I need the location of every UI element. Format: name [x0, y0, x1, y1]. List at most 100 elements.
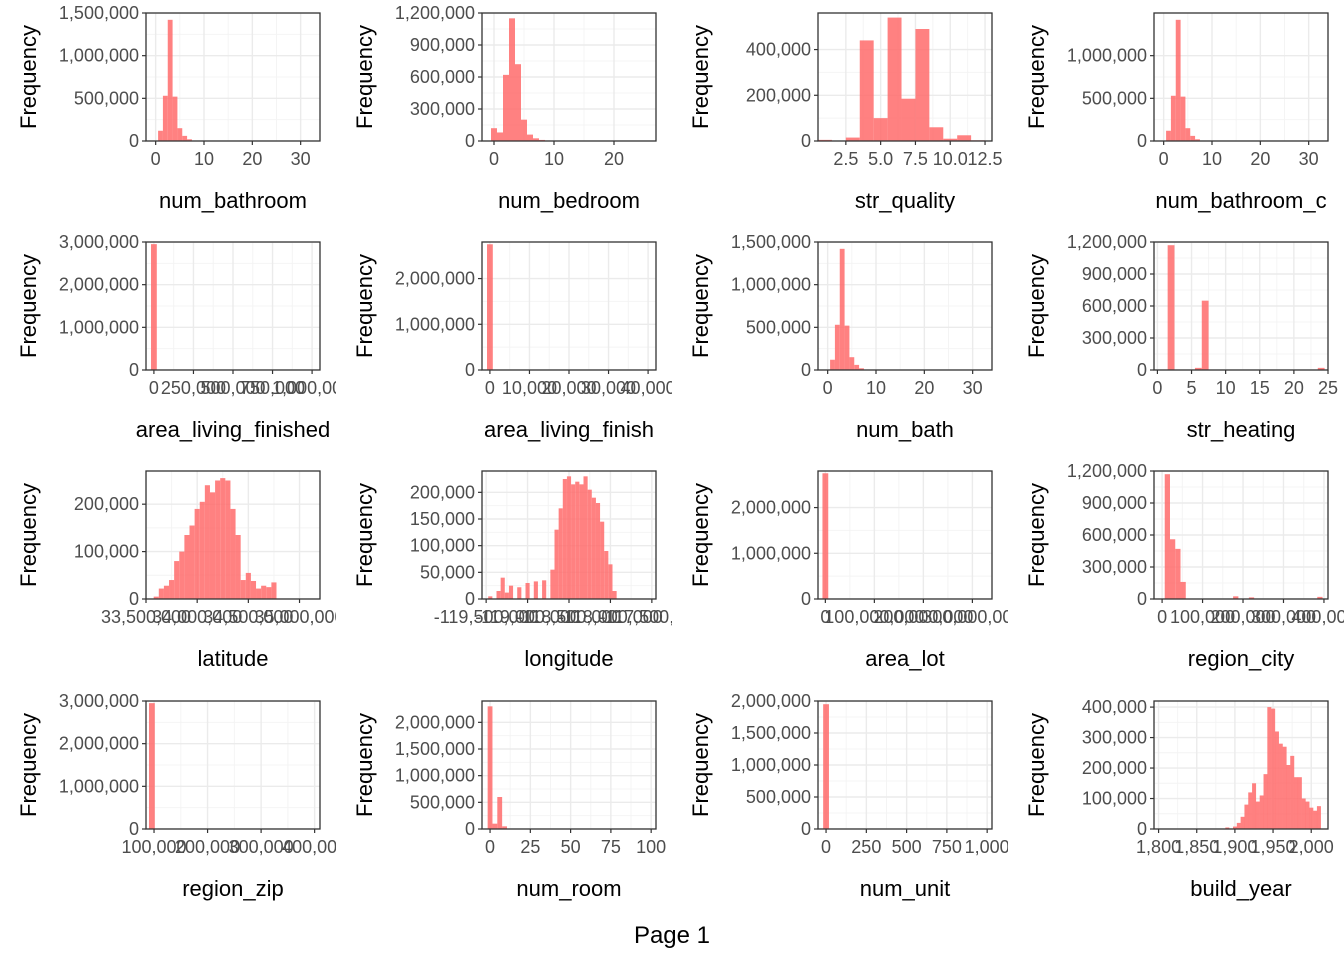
histogram-bar — [849, 357, 855, 370]
y-tick-label: 300,000 — [1082, 557, 1147, 577]
histogram-panel-num-bedroom: 0 300,000 600,000 900,000 1,200,000 0 10 20 num_… — [352, 3, 657, 213]
x-axis-title: longitude — [524, 646, 613, 671]
histogram-bar — [509, 18, 515, 141]
y-tick-label: 200,000 — [410, 482, 475, 502]
x-tick-label: 200,000 — [175, 837, 240, 857]
x-axis-title: num_bedroom — [498, 188, 640, 213]
x-axis-title: area_lot — [865, 646, 945, 671]
histogram-bar — [1167, 245, 1175, 370]
x-tick-label: 25 — [520, 837, 540, 857]
histogram-bar — [151, 244, 157, 370]
x-axis-title: num_bathroom_c — [1155, 188, 1326, 213]
y-tick-label: 1,500,000 — [731, 232, 811, 252]
x-tick-label: 1,850 — [1174, 837, 1219, 857]
histogram-panel-region-zip: 0 1,000,000 2,000,000 3,000,000 100,000200,0… — [16, 691, 336, 901]
y-tick-label: 1,000,000 — [731, 275, 811, 295]
y-tick-label: 500,000 — [74, 88, 139, 108]
histogram-panel-latitude: 0 100,000 200,000 33,500,00034,000,00034,50… — [16, 470, 336, 671]
x-tick-label: 33,500,000 — [101, 607, 191, 627]
histogram-panel-num-bathroom-c: 0 500,000 1,000,000 0 10 20 30 num_bathroom_c Fr… — [1024, 12, 1329, 213]
panel-border — [817, 241, 993, 371]
y-axis-title: Frequency — [1024, 713, 1049, 817]
y-tick-label: 2,000,000 — [395, 712, 475, 732]
histogram-bar — [1297, 777, 1302, 829]
histogram-bar — [182, 135, 188, 141]
histogram-bar — [215, 480, 221, 599]
y-tick-label: 1,500,000 — [395, 739, 475, 759]
y-tick-label: 2,000,000 — [395, 269, 475, 289]
histogram-bar — [834, 324, 840, 370]
x-tick-label: 100,000 — [121, 837, 186, 857]
histogram-bar — [503, 74, 509, 141]
histogram-bar — [220, 478, 226, 599]
y-tick-label: 1,200,000 — [395, 3, 475, 23]
y-tick-label: 0 — [801, 131, 811, 151]
y-tick-label: 1,000,000 — [59, 317, 139, 337]
x-tick-label: 10.0 — [933, 149, 968, 169]
y-tick-label: 50,000 — [420, 562, 475, 582]
histogram-bar — [562, 479, 567, 599]
histogram-bar — [209, 492, 216, 599]
histogram-bar — [887, 17, 902, 141]
y-tick-label: 200,000 — [74, 494, 139, 514]
y-tick-label: 100,000 — [74, 542, 139, 562]
histogram-bar — [148, 703, 155, 829]
x-tick-label: 0 — [1152, 378, 1162, 398]
x-tick-label: 300,000 — [1251, 607, 1316, 627]
histogram-bar — [845, 137, 860, 141]
histogram-bar — [608, 564, 613, 599]
x-tick-label: 0 — [1157, 607, 1167, 627]
histogram-bar — [158, 130, 163, 141]
x-tick-label: 5 — [1187, 378, 1197, 398]
y-tick-label: 150,000 — [410, 509, 475, 529]
histogram-panel-longitude: 0 50,000 100,000 150,000 200,000 -119,500,000… — [352, 470, 672, 671]
x-axis-title: latitude — [198, 646, 269, 671]
histogram-bar — [515, 64, 521, 141]
y-tick-label: 400,000 — [1082, 697, 1147, 717]
histogram-bar — [235, 535, 241, 599]
histogram-bar — [525, 583, 530, 599]
y-tick-label: 0 — [801, 360, 811, 380]
x-axis-title: region_zip — [182, 876, 284, 901]
y-tick-label: 1,200,000 — [1067, 461, 1147, 481]
histogram-bar — [566, 476, 572, 599]
histogram-bar — [844, 325, 850, 370]
histogram-bar — [550, 569, 555, 599]
histogram-bar — [521, 119, 527, 141]
x-tick-label: 500 — [892, 837, 922, 857]
y-axis-title: Frequency — [16, 25, 41, 129]
x-tick-label: 100 — [636, 837, 666, 857]
y-axis-title: Frequency — [1024, 25, 1049, 129]
y-tick-label: 500,000 — [1082, 88, 1147, 108]
y-tick-label: 0 — [1137, 819, 1147, 839]
x-tick-label: 0 — [485, 837, 495, 857]
histogram-bar — [194, 508, 200, 599]
y-tick-label: 200,000 — [746, 85, 811, 105]
x-tick-label: 0 — [149, 378, 159, 398]
histogram-bar — [943, 138, 958, 141]
y-tick-label: 0 — [1137, 360, 1147, 380]
x-tick-label: 12.5 — [968, 149, 1003, 169]
x-tick-label: 0 — [485, 378, 495, 398]
histogram-bar — [1316, 806, 1321, 829]
x-tick-label: 300,000,000 — [922, 607, 1008, 627]
histogram-bar — [497, 797, 503, 829]
x-tick-label: 34,500,000 — [203, 607, 293, 627]
x-axis-title: num_bathroom — [159, 188, 307, 213]
histogram-panel-area-lot: 01,000,0002,000,0000100,000,000200,000,0… — [688, 470, 1008, 671]
x-tick-label: 0 — [821, 837, 831, 857]
y-tick-label: 2,000,000 — [59, 734, 139, 754]
y-tick-label: 1,200,000 — [1067, 232, 1147, 252]
x-tick-label: 5.0 — [868, 149, 893, 169]
x-axis-title: num_bath — [856, 417, 954, 442]
histogram-bar — [153, 596, 159, 599]
histogram-bar — [859, 368, 864, 370]
x-tick-label: 20,000 — [541, 378, 596, 398]
y-tick-label: 0 — [801, 589, 811, 609]
x-tick-label: 20 — [914, 378, 934, 398]
histogram-bar — [1169, 539, 1176, 599]
histogram-bar — [1317, 596, 1323, 599]
histogram-bar — [1267, 707, 1272, 829]
